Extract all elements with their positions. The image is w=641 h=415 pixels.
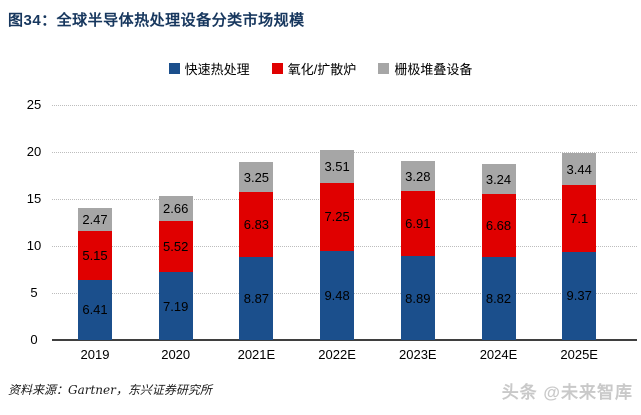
x-tick-label: 2020 <box>161 347 191 362</box>
bar-value-label: 7.25 <box>324 209 350 225</box>
legend-swatch-icon <box>168 63 180 74</box>
x-tick-label: 2025E <box>560 347 598 362</box>
bar-value-label: 7.1 <box>570 211 589 227</box>
bar-value-label: 3.28 <box>405 168 431 184</box>
bar-value-label: 3.44 <box>566 161 592 177</box>
bar-segment-2020-series0: 7.19 <box>158 272 193 340</box>
legend-label: 氧化/扩散炉 <box>287 62 357 77</box>
bar-segment-2020-series1: 5.52 <box>158 220 193 273</box>
legend-item-0: 快速热处理 <box>168 59 250 78</box>
bar-segment-2025E-series1: 7.1 <box>562 185 597 252</box>
bar-segment-2022E-series2: 3.51 <box>320 149 355 183</box>
bar-segment-2022E-series0: 9.48 <box>320 250 355 340</box>
bar-segment-2023E-series2: 3.28 <box>400 160 435 192</box>
bar-value-label: 8.82 <box>485 291 512 307</box>
x-tick-label: 2019 <box>80 347 110 362</box>
y-tick-label: 5 <box>30 285 38 300</box>
y-tick-label: 0 <box>30 332 38 347</box>
bar-value-label: 6.91 <box>405 216 431 232</box>
x-axis-line <box>52 339 637 341</box>
bar-segment-2021E-series2: 3.25 <box>239 161 274 193</box>
bar-value-label: 8.87 <box>243 290 270 306</box>
gridline-25 <box>52 105 637 106</box>
x-tick-label: 2023E <box>399 347 437 362</box>
legend-label: 栅极堆叠设备 <box>394 62 473 77</box>
source-note: 资料来源：Gartner，东兴证券研究所 <box>8 383 212 397</box>
bar-value-label: 2.47 <box>82 212 108 228</box>
y-tick-label: 15 <box>26 191 42 206</box>
legend-label: 快速热处理 <box>184 62 250 77</box>
bar-segment-2023E-series0: 8.89 <box>400 256 435 340</box>
bar-segment-2021E-series1: 6.83 <box>239 192 274 257</box>
x-tick-label: 2024E <box>479 347 518 362</box>
bar-value-label: 7.19 <box>163 298 189 314</box>
y-tick-label: 10 <box>26 238 42 253</box>
bar-value-label: 6.68 <box>485 218 512 234</box>
bar-value-label: 9.48 <box>324 287 350 303</box>
bar-value-label: 3.24 <box>485 171 512 187</box>
legend-item-1: 氧化/扩散炉 <box>271 59 357 78</box>
bar-value-label: 8.89 <box>405 290 431 306</box>
y-tick-label: 20 <box>26 144 42 159</box>
bar-segment-2019-series1: 5.15 <box>78 231 112 280</box>
bar-value-label: 5.52 <box>163 238 189 254</box>
bar-segment-2019-series0: 6.41 <box>78 279 112 340</box>
legend-swatch-icon <box>378 63 390 74</box>
bar-segment-2024E-series0: 8.82 <box>481 257 516 340</box>
bar-segment-2024E-series1: 6.68 <box>481 194 516 258</box>
legend-swatch-icon <box>271 63 283 74</box>
bar-segment-2019-series2: 2.47 <box>78 208 112 232</box>
bar-segment-2023E-series1: 6.91 <box>400 191 435 257</box>
x-tick-label: 2022E <box>318 347 356 362</box>
legend-item-2: 栅极堆叠设备 <box>378 59 472 78</box>
bar-segment-2025E-series2: 3.44 <box>562 152 597 186</box>
x-tick-label: 2021E <box>237 347 276 362</box>
bar-segment-2025E-series0: 9.37 <box>562 251 597 340</box>
bar-segment-2020-series2: 2.66 <box>158 195 193 221</box>
bar-segment-2024E-series2: 3.24 <box>481 163 516 195</box>
figure-title: 图34：全球半导体热处理设备分类市场规模 <box>8 12 305 29</box>
bar-value-label: 6.83 <box>243 217 270 232</box>
bar-value-label: 6.41 <box>82 302 108 318</box>
y-tick-label: 25 <box>26 97 42 112</box>
legend: 快速热处理 氧化/扩散炉 栅极堆叠设备 <box>0 59 641 78</box>
bar-segment-2021E-series0: 8.87 <box>239 256 274 340</box>
bar-value-label: 3.51 <box>324 158 350 174</box>
bar-segment-2022E-series1: 7.25 <box>320 182 355 251</box>
bar-value-label: 5.15 <box>82 248 108 264</box>
watermark: 头条 @未来智库 <box>501 383 633 402</box>
bar-value-label: 2.66 <box>163 200 189 216</box>
bar-value-label: 3.25 <box>243 169 270 185</box>
bar-value-label: 9.37 <box>566 288 592 304</box>
